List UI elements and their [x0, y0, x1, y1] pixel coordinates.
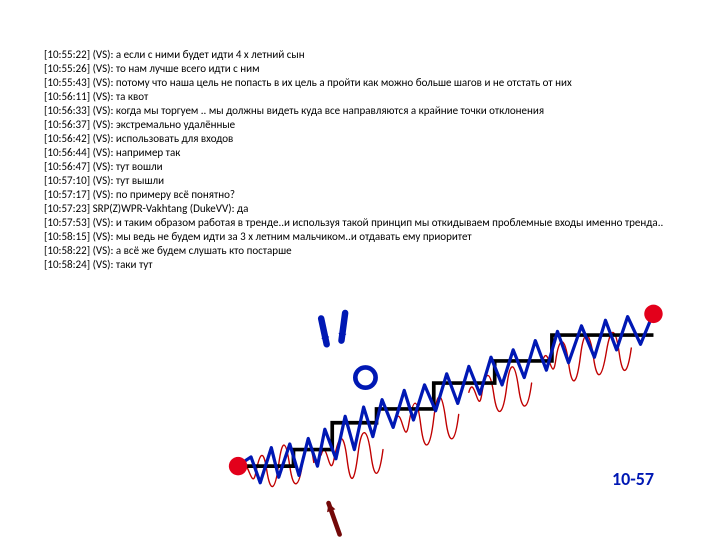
trend-line [238, 335, 653, 466]
chat-line: [10:55:43] (VS): потому что наша цель не… [44, 76, 684, 90]
page-root: [10:55:22] (VS): а если с ними будет идт… [0, 0, 720, 540]
price-line [234, 313, 653, 483]
chat-line: [10:58:15] (VS): мы ведь не будем идти з… [44, 230, 684, 244]
chat-line: [10:55:22] (VS): а если с ними будет идт… [44, 48, 684, 62]
entry-arrow-1 [321, 318, 329, 344]
chat-line: [10:56:33] (VS): когда мы торгуем .. мы … [44, 104, 684, 118]
diagram-svg [200, 300, 710, 540]
diagram-caption: 10-57 [612, 468, 654, 490]
chat-line: [10:58:24] (VS): таки тут [44, 258, 684, 272]
chat-line: [10:57:23] SRP(Z)WPR-Vakhtang (DukeVV): … [44, 202, 684, 216]
chat-line: [10:57:10] (VS): тут вышли [44, 174, 684, 188]
start-dot [229, 457, 247, 475]
chat-line: [10:55:26] (VS): то нам лучше всего идти… [44, 62, 684, 76]
chat-line: [10:57:17] (VS): по примеру всё понятно? [44, 188, 684, 202]
chat-line: [10:56:42] (VS): использовать для входов [44, 132, 684, 146]
late-arrow [327, 503, 340, 534]
red-noise-2 [395, 397, 459, 445]
chat-line: [10:56:37] (VS): экстремально удалённые [44, 118, 684, 132]
chat-line: [10:58:22] (VS): а всё же будем слушать … [44, 244, 684, 258]
end-dot [644, 305, 662, 323]
entry-arrow-2 [338, 313, 346, 341]
chat-line: [10:57:53] (VS): и таким образом работая… [44, 216, 684, 230]
chat-line: [10:56:11] (VS): та квот [44, 90, 684, 104]
chat-line: [10:56:47] (VS): тут вошли [44, 160, 684, 174]
exit-circle [355, 367, 375, 387]
chat-line: [10:56:44] (VS): например так [44, 146, 684, 160]
trend-diagram: 10-57 [200, 300, 710, 540]
chat-log: [10:55:22] (VS): а если с ними будет идт… [44, 48, 684, 272]
